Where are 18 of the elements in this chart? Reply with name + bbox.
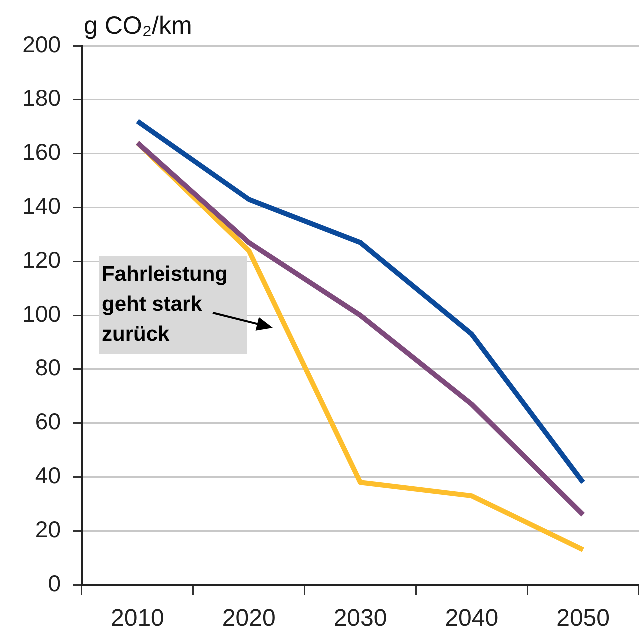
y-tick-label: 40 — [35, 462, 61, 489]
annotation: Fahrleistung geht stark zurück — [99, 256, 247, 354]
y-tick-label: 120 — [22, 246, 61, 273]
y-tick-label: 200 — [22, 31, 61, 58]
y-tick-label: 20 — [35, 516, 61, 542]
y-tick-label: 100 — [22, 300, 61, 327]
y-axis-title: g CO₂/km — [84, 12, 192, 40]
y-tick-label: 60 — [35, 408, 61, 435]
x-tick-label: 2050 — [556, 605, 610, 632]
y-tick-label: 180 — [22, 85, 61, 112]
y-tick-label: 0 — [48, 570, 61, 596]
x-tick-label: 2020 — [222, 605, 276, 632]
x-tick-label: 2030 — [334, 605, 388, 632]
y-tick-label: 140 — [22, 193, 61, 220]
y-tick-label: 160 — [22, 139, 61, 166]
y-tick-label: 80 — [35, 354, 61, 381]
x-tick-label: 2010 — [111, 605, 164, 632]
x-tick-label: 2040 — [445, 605, 499, 632]
